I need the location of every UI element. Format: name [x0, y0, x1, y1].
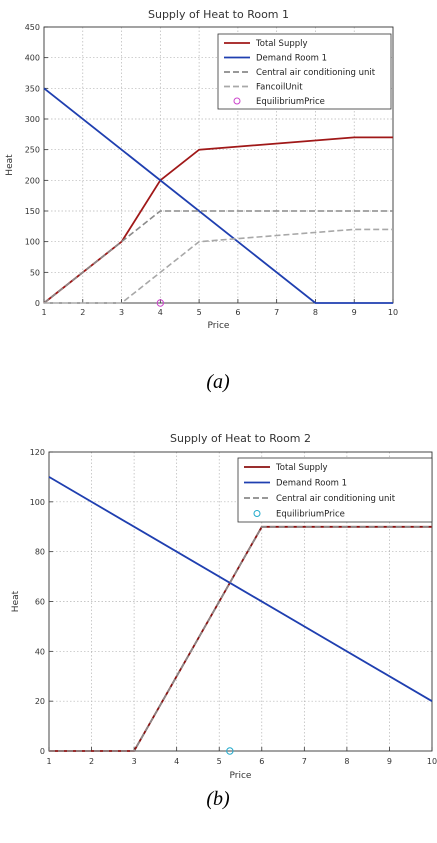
x-tick-label: 9: [352, 308, 357, 317]
y-tick-label: 150: [25, 207, 40, 216]
legend-label: FancoilUnit: [256, 83, 303, 93]
chart-title: Supply of Heat to Room 1: [148, 8, 289, 21]
x-axis-label: Price: [208, 321, 230, 331]
y-tick-label: 100: [25, 238, 40, 247]
x-axis-label: Price: [230, 771, 252, 781]
x-tick-label: 7: [274, 308, 279, 317]
y-tick-label: 200: [25, 176, 40, 185]
x-tick-label: 5: [217, 757, 222, 766]
legend-label: Demand Room 1: [256, 54, 327, 64]
legend-label: Central air conditioning unit: [256, 68, 376, 78]
series-line-demand-room-1: [43, 87, 393, 304]
figure-caption: (a): [206, 371, 230, 393]
y-tick-label: 50: [30, 268, 40, 277]
x-tick-label: 10: [388, 308, 398, 317]
y-tick-label: 250: [25, 146, 40, 155]
x-tick-label: 1: [41, 308, 46, 317]
legend-swatch: [253, 510, 261, 517]
series-line-central-air-conditioning-unit: [43, 210, 393, 304]
series-line-fancoilunit: [44, 228, 393, 304]
y-tick-label: 0: [35, 299, 40, 308]
y-tick-label: 60: [35, 598, 45, 607]
x-tick-label: 5: [197, 308, 202, 317]
axes-frame: [48, 451, 433, 752]
legend: Total Supply Demand Room 1 Central air con…: [237, 457, 433, 523]
x-tick-label: 7: [302, 757, 307, 766]
y-tick-label: 450: [25, 23, 40, 32]
x-tick-label: 10: [427, 757, 437, 766]
x-tick-label: 8: [344, 757, 349, 766]
legend-box: [237, 457, 433, 523]
axes-frame: [43, 26, 394, 304]
legend: Total Supply Demand Room 1 Central air con…: [217, 33, 392, 110]
y-tick-label: 350: [25, 84, 40, 93]
legend-label: Central air conditioning unit: [276, 494, 396, 504]
y-tick-label: 20: [35, 697, 45, 706]
x-tick-label: 3: [132, 757, 137, 766]
x-tick-label: 6: [235, 308, 240, 317]
x-tick-label: 2: [89, 757, 94, 766]
legend-label: EquilibriumPrice: [276, 510, 345, 520]
legend-swatch: [233, 97, 241, 105]
x-tick-label: 3: [119, 308, 124, 317]
chart-title: Supply of Heat to Room 2: [170, 432, 311, 445]
y-tick-label: 400: [25, 54, 40, 63]
y-tick-label: 40: [35, 647, 45, 656]
legend-label: Demand Room 1: [276, 479, 347, 489]
y-tick-label: 0: [40, 747, 45, 756]
figure-caption: (b): [206, 788, 230, 810]
x-tick-label: 8: [313, 308, 318, 317]
y-tick-label: 120: [30, 448, 45, 457]
series-line-central-air-conditioning-unit: [49, 525, 432, 752]
x-tick-label: 9: [387, 757, 392, 766]
y-tick-label: 300: [25, 115, 40, 124]
x-tick-label: 1: [46, 757, 51, 766]
equilibrium-price-marker: [226, 747, 234, 755]
x-tick-label: 4: [174, 757, 179, 766]
equilibrium-price-marker: [156, 299, 165, 307]
y-axis-label: Heat: [11, 590, 21, 612]
y-tick-label: 100: [30, 498, 45, 507]
legend-label: EquilibriumPrice: [256, 97, 325, 107]
x-tick-label: 4: [158, 308, 163, 317]
chart-panel-b: Supply of Heat to Room 21 2 3 4 5 6 7 8 9 1002040…: [11, 432, 437, 810]
legend-label: Total Supply: [275, 463, 328, 473]
y-axis-label: Heat: [5, 154, 15, 176]
x-tick-label: 2: [80, 308, 85, 317]
chart-panel-a: Supply of Heat to Room 11 2 3 4 5 6 7 8 9 1005010…: [5, 8, 398, 393]
y-tick-label: 80: [35, 548, 45, 557]
series-line-demand-room-1: [48, 476, 433, 702]
legend-label: Total Supply: [255, 39, 308, 49]
x-tick-label: 6: [259, 757, 264, 766]
